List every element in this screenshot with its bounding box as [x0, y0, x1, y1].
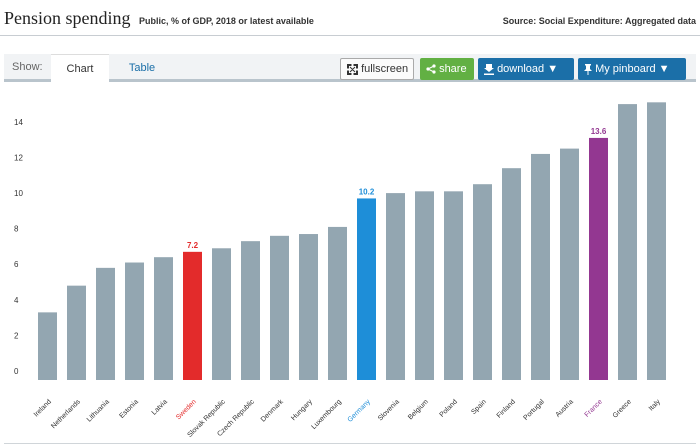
- caret-down-icon: ▼: [658, 63, 670, 75]
- x-tick-label: Netherlands: [50, 398, 82, 430]
- fullscreen-label: fullscreen: [361, 63, 409, 75]
- bar-finland[interactable]: [502, 168, 521, 380]
- y-tick-label: 4: [14, 296, 19, 305]
- y-tick-label: 2: [14, 331, 19, 340]
- x-tick-label: Ireland: [33, 398, 53, 418]
- y-tick-label: 14: [14, 118, 23, 127]
- share-button[interactable]: share: [420, 58, 474, 80]
- bar-greece[interactable]: [618, 104, 637, 380]
- chart-toolbar: Show: Chart Table fullscreen share downl…: [4, 54, 696, 82]
- pin-icon: [584, 63, 595, 75]
- tab-table[interactable]: Table: [128, 62, 156, 74]
- bar-germany[interactable]: [357, 198, 376, 380]
- x-tick-label: Belgium: [407, 398, 430, 421]
- bar-sweden[interactable]: [183, 251, 202, 380]
- x-tick-label: Lithuania: [86, 398, 111, 423]
- bar-chart: 0 2 4 6 8 10 12 14 7.2 10.2 13.6 IrelandNetherlan…: [14, 102, 666, 439]
- x-tick-label: Portugal: [523, 398, 547, 422]
- data-label: 10.2: [359, 187, 375, 196]
- bar-czech-republic[interactable]: [241, 241, 260, 380]
- pinboard-button[interactable]: My pinboard ▼: [578, 58, 686, 80]
- bar-hungary[interactable]: [299, 234, 318, 380]
- chart-title: Pension spending: [4, 8, 131, 28]
- fullscreen-button[interactable]: fullscreen: [340, 58, 414, 80]
- x-tick-label: Italy: [648, 398, 662, 412]
- bar-estonia[interactable]: [125, 262, 144, 380]
- x-tick-label: Sweden: [175, 398, 198, 421]
- chart-area: 0 2 4 6 8 10 12 14 7.2 10.2 13.6 Ireland Netherlan…: [4, 82, 696, 444]
- bar-slovak-republic[interactable]: [212, 248, 231, 380]
- download-label: download: [497, 63, 545, 75]
- bar-slovenia[interactable]: [386, 193, 405, 380]
- data-label: 7.2: [187, 241, 199, 250]
- x-tick-label: Greece: [612, 398, 633, 419]
- x-tick-label: Denmark: [260, 398, 285, 423]
- pinboard-label: My pinboard: [595, 63, 656, 75]
- bars: 7.2 10.2 13.6: [38, 102, 666, 380]
- y-axis: 0 2 4 6 8 10 12 14: [14, 118, 23, 376]
- chart-subtitle: Public, % of GDP, 2018 or latest availab…: [139, 16, 314, 26]
- y-tick-label: 8: [14, 225, 19, 234]
- bar-france[interactable]: [589, 137, 608, 380]
- chart-header: Pension spending Public, % of GDP, 2018 …: [0, 0, 700, 36]
- x-tick-label: Spain: [470, 398, 488, 416]
- bottom-divider: [4, 443, 696, 444]
- caret-down-icon: ▼: [547, 63, 559, 75]
- x-tick-label: Germany: [347, 398, 373, 424]
- bar-netherlands[interactable]: [67, 285, 86, 380]
- x-tick-label: Slovenia: [377, 398, 401, 422]
- tab-chart[interactable]: Chart: [51, 54, 109, 82]
- x-tick-label: France: [584, 398, 604, 418]
- bar-spain[interactable]: [473, 184, 492, 380]
- x-tick-label: Poland: [439, 398, 459, 418]
- y-tick-label: 0: [14, 367, 19, 376]
- x-tick-label: Estonia: [118, 398, 140, 420]
- show-label: Show:: [12, 61, 43, 73]
- y-tick-label: 12: [14, 153, 23, 162]
- bar-austria[interactable]: [560, 148, 579, 380]
- download-icon: [484, 63, 497, 75]
- bar-italy[interactable]: [647, 102, 666, 380]
- y-tick-label: 6: [14, 260, 19, 269]
- bar-portugal[interactable]: [531, 153, 550, 380]
- bar-lithuania[interactable]: [96, 267, 115, 380]
- chart-source[interactable]: Source: Social Expenditure: Aggregated d…: [502, 16, 696, 26]
- x-tick-label: Finland: [496, 398, 517, 419]
- data-label: 13.6: [591, 127, 607, 136]
- bar-luxembourg[interactable]: [328, 226, 347, 380]
- y-tick-label: 10: [14, 189, 23, 198]
- bar-ireland[interactable]: [38, 312, 57, 380]
- share-icon: [426, 63, 439, 75]
- bar-poland[interactable]: [444, 191, 463, 380]
- bar-belgium[interactable]: [415, 191, 434, 380]
- bar-denmark[interactable]: [270, 235, 289, 380]
- bar-latvia[interactable]: [154, 257, 173, 380]
- x-tick-label: Luxembourg: [310, 398, 343, 431]
- share-label: share: [439, 63, 467, 75]
- fullscreen-icon: [346, 63, 361, 76]
- download-button[interactable]: download ▼: [478, 58, 574, 80]
- x-tick-label: Latvia: [151, 398, 169, 416]
- x-tick-label: Hungary: [290, 398, 314, 422]
- x-tick-label: Austria: [555, 398, 575, 418]
